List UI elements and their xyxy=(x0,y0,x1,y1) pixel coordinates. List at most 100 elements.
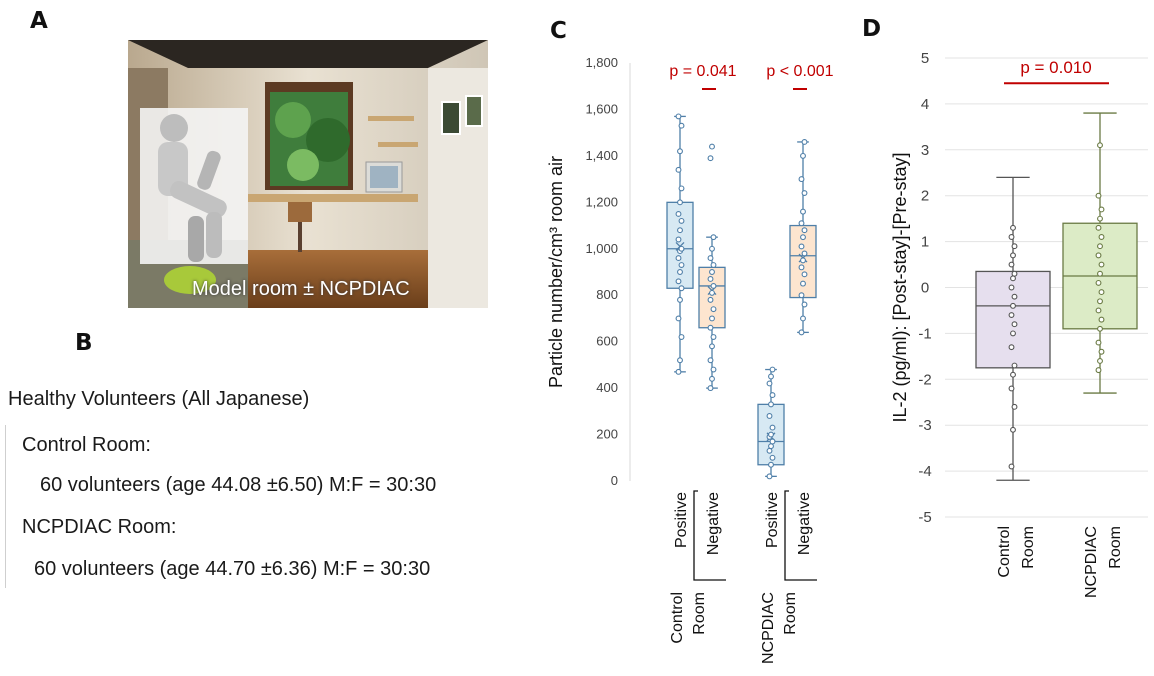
control-room-detail: 60 volunteers (age 44.08 ±6.50) M:F = 30… xyxy=(40,474,437,496)
panel-letter-a: A xyxy=(30,8,48,34)
box-ncpdiac-point xyxy=(1098,206,1105,213)
box-control-point xyxy=(1008,284,1015,291)
box-control-negative-point xyxy=(710,262,717,268)
box-control-negative-point xyxy=(710,366,717,373)
box-control-point xyxy=(1011,362,1018,369)
box-control-positive-point xyxy=(677,357,683,364)
category-label-negative: Negative xyxy=(796,492,813,555)
box-control-negative-point xyxy=(710,282,717,289)
box-ncpdiac-negative-point xyxy=(801,271,808,278)
box-ncpdiac-negative-point xyxy=(801,301,808,308)
box-control-negative-point xyxy=(709,375,715,382)
box-control-positive-point xyxy=(675,236,682,243)
box-control-positive-point xyxy=(678,262,685,268)
group-bracket xyxy=(693,490,726,581)
box-control-point xyxy=(1011,293,1018,300)
box-ncpdiac-positive-point xyxy=(766,447,773,454)
box-ncpdiac-positive-point xyxy=(769,438,776,445)
room-label-line2: Room xyxy=(782,592,799,635)
box-ncpdiac-point xyxy=(1097,325,1103,332)
room-label-line1: Control xyxy=(669,592,686,644)
p-value-label: p = 0.010 xyxy=(1020,58,1091,77)
box-ncpdiac-negative-point xyxy=(800,152,806,159)
y-tick-label: 0 xyxy=(611,473,618,488)
box-ncpdiac-point xyxy=(1098,289,1105,296)
p-value-label: p < 0.001 xyxy=(766,63,833,80)
ncpdiac-room-detail: 60 volunteers (age 44.70 ±6.36) M:F = 30… xyxy=(34,558,431,580)
box-control-negative-point xyxy=(707,276,714,282)
y-tick-label: 1,200 xyxy=(585,194,618,209)
box-ncpdiac-positive-point xyxy=(768,373,774,380)
photo-caption: Model room ± NCPDIAC xyxy=(192,278,410,300)
y-axis-label: IL-2 (pg/ml): [Post-stay]-[Pre-stay] xyxy=(890,152,910,422)
y-tick-label: 600 xyxy=(596,334,618,349)
box-control-positive-point xyxy=(678,285,685,292)
box-ncpdiac-point xyxy=(1095,367,1102,374)
box-control-positive-point xyxy=(675,368,682,375)
box-ncpdiac-negative-point xyxy=(798,264,805,271)
y-tick-label: 2 xyxy=(921,188,929,205)
box-ncpdiac-negative-point xyxy=(801,139,808,145)
box-control-negative-point xyxy=(707,255,714,262)
volunteers-bracket xyxy=(5,425,6,588)
box-ncpdiac-negative-point xyxy=(801,227,808,234)
y-tick-label: -1 xyxy=(918,325,931,342)
category-label-line1: NCPDIAC xyxy=(1083,526,1100,598)
box-ncpdiac-point xyxy=(1097,142,1103,149)
y-tick-label: 1 xyxy=(921,234,929,251)
box-control-point xyxy=(1008,234,1015,240)
box-ncpdiac-point xyxy=(1095,279,1102,286)
y-tick-label: 1,400 xyxy=(585,148,618,163)
box-control-point xyxy=(1010,330,1016,337)
box-ncpdiac-point xyxy=(1097,270,1103,277)
particle-boxplot-chart: 0 200 400 600 800 1,000 1,200 1,400 1,600 1,800 Pa… xyxy=(546,55,834,664)
y-tick-label: 5 xyxy=(921,50,929,67)
box-ncpdiac-negative-point xyxy=(798,220,805,227)
model-room-photo xyxy=(128,40,488,308)
category-label-line2: Room xyxy=(1020,526,1037,569)
box-ncpdiac-negative-point xyxy=(798,329,805,336)
box-control-positive-point xyxy=(675,210,682,217)
box-ncpdiac-positive-point xyxy=(768,401,774,408)
box-control-point xyxy=(1011,403,1018,410)
box-ncpdiac-point xyxy=(1095,224,1102,231)
y-tick-label: 4 xyxy=(921,96,929,113)
y-tick-label: 3 xyxy=(921,142,929,159)
y-tick-label: 1,600 xyxy=(585,101,618,116)
room-label-line2: Room xyxy=(691,592,708,635)
box-ncpdiac-negative-point xyxy=(800,280,806,287)
box-control-negative-point xyxy=(710,334,717,340)
box-control-negative-point xyxy=(709,315,715,322)
box-ncpdiac-point xyxy=(1097,298,1103,305)
box-control-positive-point xyxy=(678,122,685,129)
y-tick-label: -5 xyxy=(918,509,931,526)
box-control-point xyxy=(1010,224,1016,231)
ncpdiac-room-label: NCPDIAC Room: xyxy=(22,516,177,538)
box-control-point xyxy=(1008,463,1015,470)
box-control-negative-point xyxy=(709,269,715,275)
y-tick-label: 1,000 xyxy=(585,241,618,256)
box-ncpdiac-positive-point xyxy=(766,380,773,387)
box-ncpdiac-point xyxy=(1095,192,1102,199)
box-ncpdiac-negative-point xyxy=(798,243,805,250)
group-bracket xyxy=(784,490,817,581)
box-control-positive-point xyxy=(675,113,682,120)
box-control-point xyxy=(1011,270,1018,277)
room-label-line1: NCPDIAC xyxy=(760,592,777,664)
box-control-negative-point xyxy=(709,343,715,350)
category-label-positive: Positive xyxy=(673,492,690,548)
box-ncpdiac-negative-point xyxy=(798,292,805,299)
box-control-point xyxy=(1010,252,1016,259)
box-ncpdiac-point xyxy=(1097,243,1103,250)
box-ncpdiac-positive-point xyxy=(769,454,776,461)
box-control-negative-point xyxy=(707,324,714,331)
panel-letter-c: C xyxy=(550,18,567,44)
box-ncpdiac-negative-point xyxy=(800,315,806,322)
box-control-negative-point xyxy=(707,155,714,162)
box-control-negative-point xyxy=(710,306,717,313)
box-ncpdiac-point xyxy=(1095,307,1102,314)
box-ncpdiac-positive-point xyxy=(766,413,773,419)
panel-letter-b: B xyxy=(75,330,93,356)
control-room-label: Control Room: xyxy=(22,434,151,456)
box-control-negative-point xyxy=(709,289,715,296)
